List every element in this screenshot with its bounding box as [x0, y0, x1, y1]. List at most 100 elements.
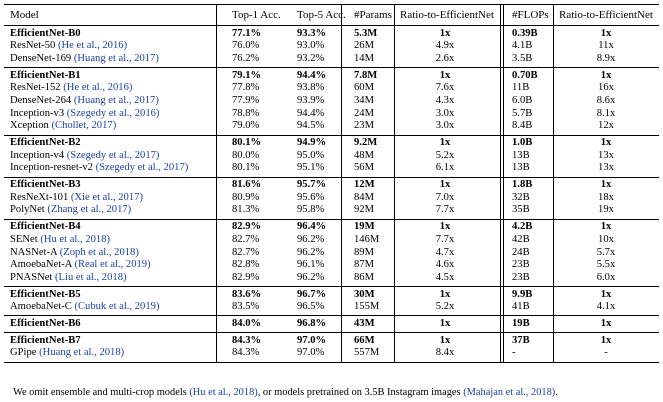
cell-top1: 83.5%: [232, 301, 260, 313]
cell-model: NASNet-A (Zoph et al., 2018): [10, 247, 139, 260]
model-name: PNASNet: [10, 271, 56, 283]
cell-ratio-flops: 13x: [598, 149, 614, 161]
cell-ratio-params: 1x: [439, 137, 451, 148]
cell-ratio-params: 1x: [439, 27, 451, 39]
table-row: AmoebaNet-C (Cubuk et al., 2019) 83.5% 96.…: [4, 301, 659, 314]
cell-flops: 1.8B: [512, 179, 533, 191]
cell-model: EfficientNet-B3: [10, 179, 81, 192]
cell-ratio-params: 4.7x: [435, 246, 455, 258]
cell-ratio-params: 5.2x: [435, 301, 455, 313]
citation-link[interactable]: (He et al., 2016): [63, 82, 133, 94]
table-row: DenseNet-264 (Huang et al., 2017) 77.9% 93…: [4, 95, 659, 108]
column-divider: [553, 4, 554, 363]
cell-ratio-flops: 6.0x: [596, 271, 616, 283]
cell-params: 89M: [354, 246, 375, 258]
cell-flops: 1.0B: [512, 137, 533, 148]
citation-link[interactable]: (Liu et al., 2018): [55, 271, 127, 283]
model-name: AmoebaNet-A: [10, 259, 75, 271]
cell-top1: 80.0%: [232, 149, 260, 161]
caption-citation[interactable]: (Mahajan et al., 2018): [463, 387, 556, 398]
cell-top5: 96.4%: [297, 221, 327, 233]
table-group: EfficientNet-B3 81.6% 95.7% 12M 1x 1.8B 1x ResN…: [4, 179, 659, 220]
cell-params: 86M: [354, 271, 375, 283]
cell-model: AmoebaNet-C (Cubuk et al., 2019): [10, 301, 159, 314]
citation-link[interactable]: (Huang et al., 2017): [73, 94, 159, 106]
cell-top5: 95.1%: [297, 162, 325, 174]
cell-top5: 97.0%: [297, 347, 325, 359]
table-group: EfficientNet-B7 84.3% 97.0% 66M 1x 37B 1x GPipe…: [4, 335, 659, 363]
cell-ratio-flops: 8.9x: [596, 52, 616, 64]
citation-link[interactable]: (Hu et al., 2018): [40, 233, 111, 245]
cell-model: EfficientNet-B7: [10, 335, 81, 348]
cell-flops: 42B: [512, 233, 530, 245]
cell-top5: 95.7%: [297, 179, 327, 191]
cell-top5: 93.8%: [297, 82, 325, 94]
cell-ratio-flops: 1x: [600, 288, 612, 300]
cell-flops: 32B: [512, 191, 530, 203]
cell-top5: 94.5%: [297, 120, 325, 132]
citation-link[interactable]: (Real et al., 2019): [74, 259, 151, 271]
cell-top5: 95.8%: [297, 204, 325, 216]
table-row: EfficientNet-B3 81.6% 95.7% 12M 1x 1.8B 1x: [4, 179, 659, 192]
cell-ratio-params: 4.5x: [435, 271, 455, 283]
cell-flops: 9.9B: [512, 288, 533, 300]
cell-top5: 96.2%: [297, 233, 325, 245]
cell-flops: 35B: [512, 204, 530, 216]
cell-ratio-params: 2.6x: [435, 52, 455, 64]
citation-link[interactable]: (Zhang et al., 2017): [47, 204, 132, 216]
cell-model: Inception-v3 (Szegedy et al., 2016): [10, 108, 159, 121]
column-divider: [394, 4, 395, 363]
citation-link[interactable]: (Chollet, 2017): [51, 120, 117, 132]
citation-link[interactable]: (Huang et al., 2017): [73, 52, 159, 64]
table-row: EfficientNet-B5 83.6% 96.7% 30M 1x 9.9B 1x: [4, 289, 659, 302]
table-body: EfficientNet-B0 77.1% 93.3% 5.3M 1x 0.39B 1x Re…: [4, 28, 659, 363]
cell-ratio-params: 7.7x: [435, 204, 455, 216]
cell-flops: 23B: [512, 259, 530, 271]
model-name: ResNet-152: [10, 82, 64, 94]
cell-model: SENet (Hu et al., 2018): [10, 234, 110, 247]
cell-top1: 80.1%: [232, 137, 262, 148]
column-divider: [341, 4, 342, 363]
cell-top5: 95.0%: [297, 149, 325, 161]
model-name: ResNet-50: [10, 40, 58, 52]
table-row: GPipe (Huang et al., 2018) 84.3% 97.0% 557M…: [4, 347, 659, 360]
citation-link[interactable]: (Zoph et al., 2018): [59, 246, 139, 258]
cell-top5: 94.4%: [297, 107, 325, 119]
cell-params: 43M: [354, 317, 375, 329]
cell-ratio-flops: 16x: [598, 82, 614, 94]
cell-ratio-flops: 1x: [600, 27, 612, 39]
citation-link[interactable]: (Szegedy et al., 2016): [66, 107, 160, 119]
cell-ratio-flops: 5.5x: [596, 259, 616, 271]
cell-model: ResNet-50 (He et al., 2016): [10, 40, 127, 53]
cell-top1: 82.9%: [232, 271, 260, 283]
cell-params: 557M: [354, 347, 380, 359]
cell-model: EfficientNet-B4: [10, 221, 81, 234]
table-group: EfficientNet-B5 83.6% 96.7% 30M 1x 9.9B 1x Amoe…: [4, 289, 659, 317]
cell-ratio-flops: 12x: [598, 120, 614, 132]
table-row: EfficientNet-B2 80.1% 94.9% 9.2M 1x 1.0B 1x: [4, 137, 659, 150]
caption-citation[interactable]: (Hu et al., 2018): [189, 387, 258, 398]
caption-suffix: .: [555, 387, 558, 398]
citation-link[interactable]: (Szegedy et al., 2017): [66, 149, 160, 161]
citation-link[interactable]: (Xie et al., 2017): [70, 191, 143, 203]
cell-top1: 79.1%: [232, 69, 262, 81]
column-divider-double: [500, 4, 504, 363]
cell-top1: 84.0%: [232, 317, 262, 329]
table-row: Inception-resnet-v2 (Szegedy et al., 201…: [4, 162, 659, 175]
citation-link[interactable]: (Cubuk et al., 2019): [74, 301, 160, 313]
cell-top1: 77.8%: [232, 82, 260, 94]
cell-params: 9.2M: [354, 137, 378, 148]
table-row: Xception (Chollet, 2017) 79.0% 94.5% 23M 3.0…: [4, 120, 659, 133]
cell-params: 7.8M: [354, 69, 378, 81]
citation-link[interactable]: (Huang et al., 2018): [39, 347, 125, 359]
cell-ratio-params: 4.9x: [435, 40, 455, 52]
citation-link[interactable]: (He et al., 2016): [57, 40, 128, 52]
citation-link[interactable]: (Szegedy et al., 2017): [95, 162, 189, 174]
cell-flops: 24B: [512, 246, 530, 258]
table-header-row: Model Top-1 Acc. Top-5 Acc. #Params Rati…: [4, 4, 659, 26]
cell-flops: 0.39B: [512, 27, 538, 39]
cell-params: 26M: [354, 40, 375, 52]
cell-params: 60M: [354, 82, 375, 94]
table-row: EfficientNet-B1 79.1% 94.4% 7.8M 1x 0.70B 1x: [4, 70, 659, 83]
cell-ratio-params: 3.0x: [435, 120, 455, 132]
